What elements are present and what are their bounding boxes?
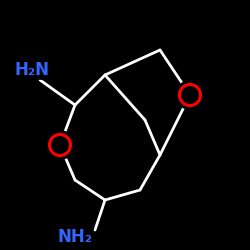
Text: NH₂: NH₂	[58, 228, 92, 246]
Text: NH₂: NH₂	[58, 228, 92, 246]
Circle shape	[46, 131, 74, 159]
Circle shape	[176, 81, 204, 109]
Text: H₂N: H₂N	[15, 61, 50, 79]
Text: H₂N: H₂N	[15, 61, 50, 79]
